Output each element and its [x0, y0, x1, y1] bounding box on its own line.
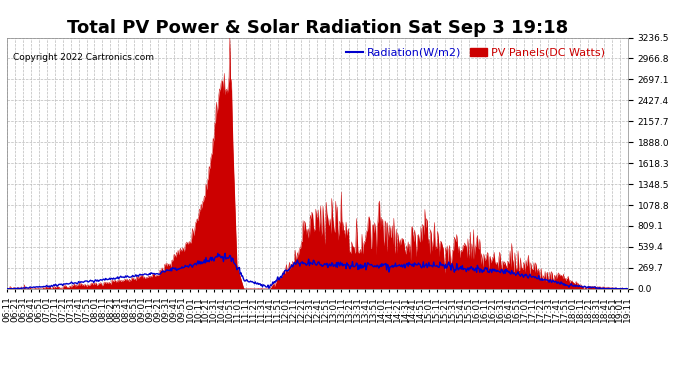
Legend: Radiation(W/m2), PV Panels(DC Watts): Radiation(W/m2), PV Panels(DC Watts) — [342, 43, 610, 62]
Text: Copyright 2022 Cartronics.com: Copyright 2022 Cartronics.com — [13, 53, 154, 62]
Title: Total PV Power & Solar Radiation Sat Sep 3 19:18: Total PV Power & Solar Radiation Sat Sep… — [67, 20, 568, 38]
